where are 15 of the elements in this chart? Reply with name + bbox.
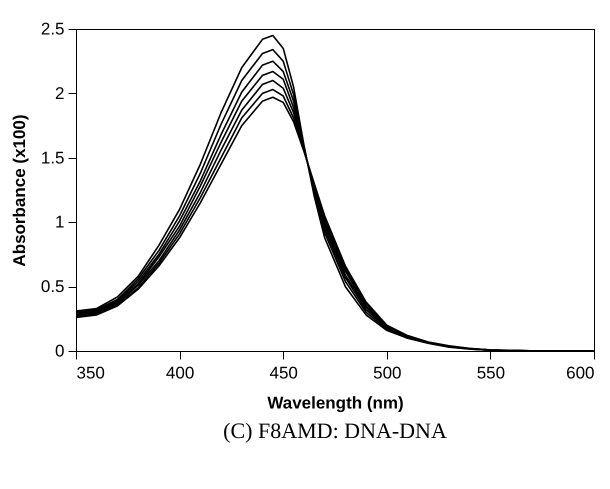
y-axis-title: Absorbance (x100) xyxy=(10,114,29,267)
x-tick-label: 450 xyxy=(270,364,298,382)
x-tick-label: 600 xyxy=(566,364,594,382)
y-tick-label: 0.5 xyxy=(40,277,64,296)
y-tick-label: 1 xyxy=(55,212,64,232)
x-tick-label: 350 xyxy=(76,364,105,382)
y-tick-label: 2 xyxy=(55,84,64,103)
text: (C) F8AMD: DNA-DNA xyxy=(223,418,447,443)
x-tick-label: 500 xyxy=(373,364,402,382)
y-tick-label: 1.5 xyxy=(40,148,64,168)
x-tick-label: 550 xyxy=(476,364,506,382)
x-axis-title: Wavelength (nm) xyxy=(267,394,404,412)
y-tick-label: 2.5 xyxy=(40,20,64,38)
y-tick-label: 0 xyxy=(55,342,64,360)
x-tick-label: 400 xyxy=(166,364,194,382)
